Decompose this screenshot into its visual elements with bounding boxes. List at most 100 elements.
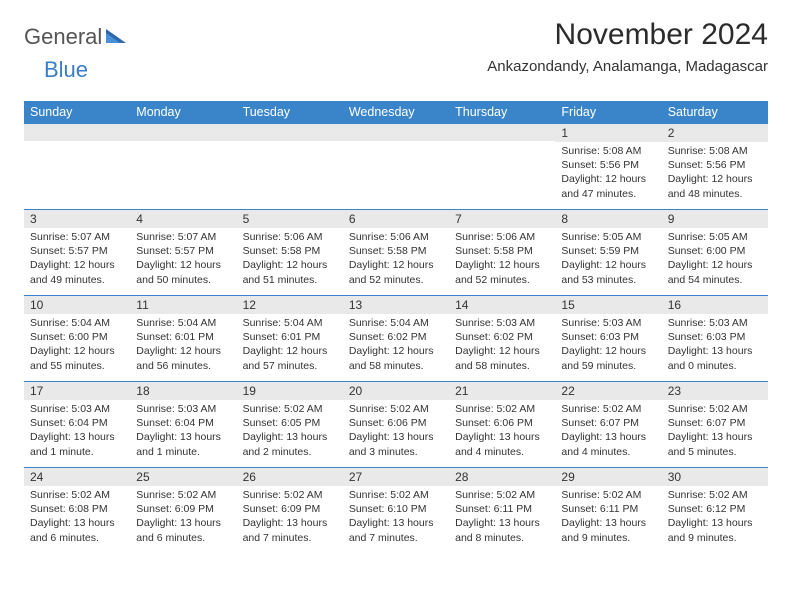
daylight-text: Daylight: 12 hours and 54 minutes.	[668, 258, 762, 286]
day-number: 19	[237, 382, 343, 400]
sunrise-text: Sunrise: 5:02 AM	[455, 402, 549, 416]
calendar-cell: 25Sunrise: 5:02 AMSunset: 6:09 PMDayligh…	[130, 468, 236, 554]
daylight-text: Daylight: 13 hours and 9 minutes.	[668, 516, 762, 544]
daylight-text: Daylight: 13 hours and 4 minutes.	[455, 430, 549, 458]
calendar-cell: 9Sunrise: 5:05 AMSunset: 6:00 PMDaylight…	[662, 210, 768, 296]
day-details: Sunrise: 5:02 AMSunset: 6:09 PMDaylight:…	[237, 486, 343, 549]
daylight-text: Daylight: 13 hours and 4 minutes.	[561, 430, 655, 458]
sunset-text: Sunset: 6:09 PM	[243, 502, 337, 516]
day-details: Sunrise: 5:08 AMSunset: 5:56 PMDaylight:…	[555, 142, 661, 205]
sunset-text: Sunset: 5:58 PM	[349, 244, 443, 258]
day-details: Sunrise: 5:04 AMSunset: 6:01 PMDaylight:…	[130, 314, 236, 377]
sunrise-text: Sunrise: 5:02 AM	[561, 488, 655, 502]
daylight-text: Daylight: 12 hours and 52 minutes.	[349, 258, 443, 286]
day-number: 11	[130, 296, 236, 314]
day-number: 9	[662, 210, 768, 228]
daylight-text: Daylight: 12 hours and 56 minutes.	[136, 344, 230, 372]
sunrise-text: Sunrise: 5:02 AM	[349, 402, 443, 416]
day-number: 12	[237, 296, 343, 314]
calendar-cell: 7Sunrise: 5:06 AMSunset: 5:58 PMDaylight…	[449, 210, 555, 296]
sunset-text: Sunset: 6:07 PM	[668, 416, 762, 430]
logo: General	[24, 18, 128, 50]
calendar-cell: 15Sunrise: 5:03 AMSunset: 6:03 PMDayligh…	[555, 296, 661, 382]
calendar-cell: 16Sunrise: 5:03 AMSunset: 6:03 PMDayligh…	[662, 296, 768, 382]
calendar-cell: 6Sunrise: 5:06 AMSunset: 5:58 PMDaylight…	[343, 210, 449, 296]
daylight-text: Daylight: 12 hours and 52 minutes.	[455, 258, 549, 286]
sunrise-text: Sunrise: 5:02 AM	[243, 488, 337, 502]
sunset-text: Sunset: 6:06 PM	[349, 416, 443, 430]
day-details: Sunrise: 5:04 AMSunset: 6:02 PMDaylight:…	[343, 314, 449, 377]
daylight-text: Daylight: 13 hours and 1 minute.	[30, 430, 124, 458]
day-details: Sunrise: 5:03 AMSunset: 6:03 PMDaylight:…	[555, 314, 661, 377]
calendar-cell: 4Sunrise: 5:07 AMSunset: 5:57 PMDaylight…	[130, 210, 236, 296]
day-details: Sunrise: 5:02 AMSunset: 6:07 PMDaylight:…	[662, 400, 768, 463]
daylight-text: Daylight: 13 hours and 6 minutes.	[30, 516, 124, 544]
sunset-text: Sunset: 6:00 PM	[30, 330, 124, 344]
day-number	[24, 124, 130, 141]
day-number: 23	[662, 382, 768, 400]
day-details: Sunrise: 5:04 AMSunset: 6:00 PMDaylight:…	[24, 314, 130, 377]
day-number: 27	[343, 468, 449, 486]
day-details: Sunrise: 5:06 AMSunset: 5:58 PMDaylight:…	[449, 228, 555, 291]
sunrise-text: Sunrise: 5:04 AM	[136, 316, 230, 330]
sunrise-text: Sunrise: 5:05 AM	[668, 230, 762, 244]
day-number: 21	[449, 382, 555, 400]
day-header: Sunday	[24, 101, 130, 124]
day-details: Sunrise: 5:06 AMSunset: 5:58 PMDaylight:…	[237, 228, 343, 291]
sunrise-text: Sunrise: 5:02 AM	[243, 402, 337, 416]
sunset-text: Sunset: 6:03 PM	[561, 330, 655, 344]
day-number: 28	[449, 468, 555, 486]
day-details: Sunrise: 5:02 AMSunset: 6:10 PMDaylight:…	[343, 486, 449, 549]
day-number	[449, 124, 555, 141]
day-number: 18	[130, 382, 236, 400]
calendar-week: 10Sunrise: 5:04 AMSunset: 6:00 PMDayligh…	[24, 296, 768, 382]
calendar-week: 1Sunrise: 5:08 AMSunset: 5:56 PMDaylight…	[24, 124, 768, 210]
day-number	[237, 124, 343, 141]
calendar-cell: 13Sunrise: 5:04 AMSunset: 6:02 PMDayligh…	[343, 296, 449, 382]
sunset-text: Sunset: 6:05 PM	[243, 416, 337, 430]
sunrise-text: Sunrise: 5:06 AM	[243, 230, 337, 244]
daylight-text: Daylight: 13 hours and 3 minutes.	[349, 430, 443, 458]
calendar-cell: 28Sunrise: 5:02 AMSunset: 6:11 PMDayligh…	[449, 468, 555, 554]
sunrise-text: Sunrise: 5:05 AM	[561, 230, 655, 244]
calendar-cell	[237, 124, 343, 210]
sunset-text: Sunset: 5:57 PM	[30, 244, 124, 258]
calendar-cell: 21Sunrise: 5:02 AMSunset: 6:06 PMDayligh…	[449, 382, 555, 468]
calendar-cell: 1Sunrise: 5:08 AMSunset: 5:56 PMDaylight…	[555, 124, 661, 210]
daylight-text: Daylight: 13 hours and 6 minutes.	[136, 516, 230, 544]
day-details: Sunrise: 5:02 AMSunset: 6:11 PMDaylight:…	[449, 486, 555, 549]
calendar-cell: 20 Sunrise: 5:02 AMSunset: 6:06 PMDayligh…	[343, 382, 449, 468]
daylight-text: Daylight: 12 hours and 49 minutes.	[30, 258, 124, 286]
day-number	[343, 124, 449, 141]
calendar-cell: 26Sunrise: 5:02 AMSunset: 6:09 PMDayligh…	[237, 468, 343, 554]
calendar-cell: 30Sunrise: 5:02 AMSunset: 6:12 PMDayligh…	[662, 468, 768, 554]
sunrise-text: Sunrise: 5:03 AM	[455, 316, 549, 330]
daylight-text: Daylight: 12 hours and 55 minutes.	[30, 344, 124, 372]
day-details: Sunrise: 5:04 AMSunset: 6:01 PMDaylight:…	[237, 314, 343, 377]
day-details: Sunrise: 5:03 AMSunset: 6:04 PMDaylight:…	[130, 400, 236, 463]
sunrise-text: Sunrise: 5:02 AM	[455, 488, 549, 502]
calendar-cell: 23Sunrise: 5:02 AMSunset: 6:07 PMDayligh…	[662, 382, 768, 468]
calendar-cell: 19Sunrise: 5:02 AMSunset: 6:05 PMDayligh…	[237, 382, 343, 468]
daylight-text: Daylight: 13 hours and 0 minutes.	[668, 344, 762, 372]
day-header: Wednesday	[343, 101, 449, 124]
calendar-head: SundayMondayTuesdayWednesdayThursdayFrid…	[24, 101, 768, 124]
logo-text-general: General	[24, 24, 102, 50]
location: Ankazondandy, Analamanga, Madagascar	[487, 58, 768, 75]
day-details: Sunrise: 5:05 AMSunset: 6:00 PMDaylight:…	[662, 228, 768, 291]
calendar-cell	[24, 124, 130, 210]
day-number: 20	[343, 382, 449, 400]
daylight-text: Daylight: 13 hours and 5 minutes.	[668, 430, 762, 458]
sunset-text: Sunset: 5:59 PM	[561, 244, 655, 258]
calendar-cell	[449, 124, 555, 210]
calendar-week: 24Sunrise: 5:02 AMSunset: 6:08 PMDayligh…	[24, 468, 768, 554]
day-details: Sunrise: 5:02 AMSunset: 6:07 PMDaylight:…	[555, 400, 661, 463]
calendar-week: 17Sunrise: 5:03 AMSunset: 6:04 PMDayligh…	[24, 382, 768, 468]
sunset-text: Sunset: 6:01 PM	[243, 330, 337, 344]
sunrise-text: Sunrise: 5:06 AM	[455, 230, 549, 244]
day-number: 26	[237, 468, 343, 486]
day-number: 15	[555, 296, 661, 314]
daylight-text: Daylight: 13 hours and 7 minutes.	[349, 516, 443, 544]
calendar-cell: 12Sunrise: 5:04 AMSunset: 6:01 PMDayligh…	[237, 296, 343, 382]
day-number: 30	[662, 468, 768, 486]
